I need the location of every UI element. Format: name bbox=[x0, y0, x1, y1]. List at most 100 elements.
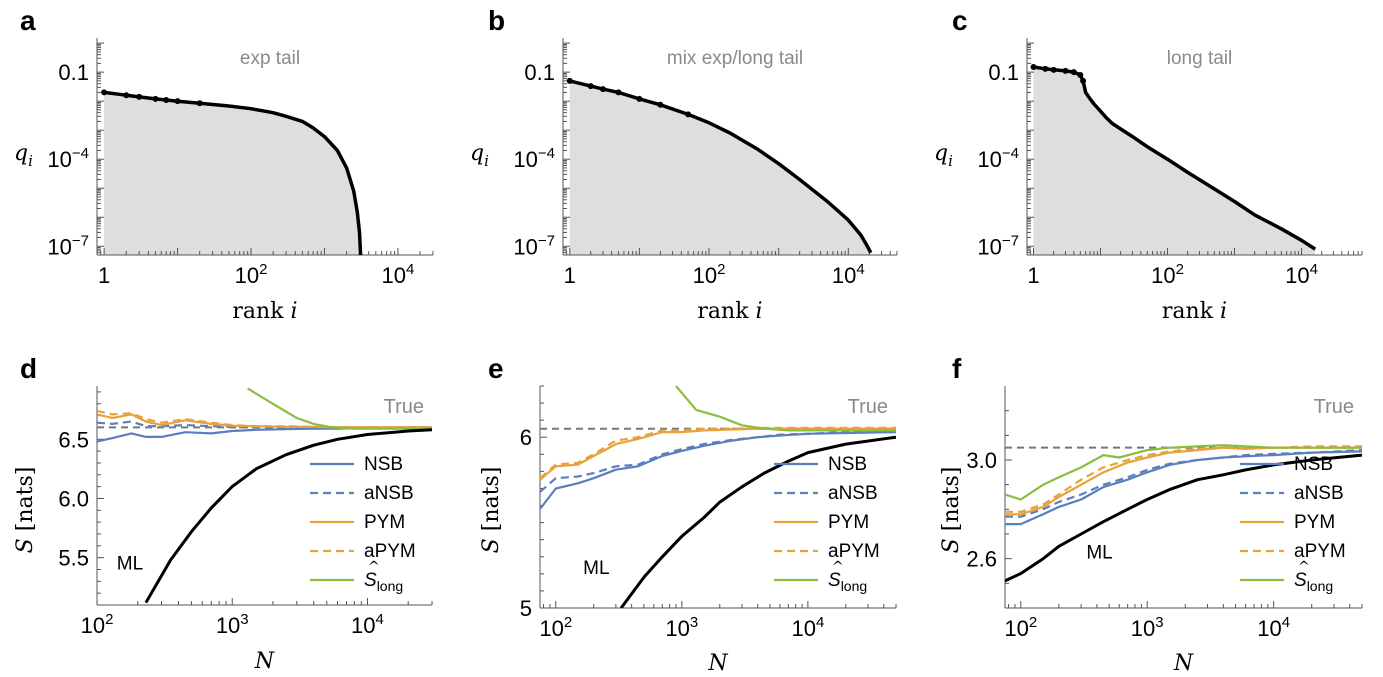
ml-label: ML bbox=[1086, 543, 1112, 564]
data-point bbox=[174, 98, 181, 105]
panel-letter: f bbox=[952, 353, 962, 384]
panel-letter: a bbox=[20, 5, 36, 36]
legend-label: PYM bbox=[1294, 512, 1335, 533]
data-point bbox=[1030, 64, 1037, 71]
y-tick-label: 6.0 bbox=[58, 486, 89, 511]
legend-label: PYM bbox=[828, 512, 869, 533]
data-point bbox=[1050, 66, 1057, 73]
y-tick-label: 6 bbox=[520, 425, 532, 450]
series-line-ml bbox=[144, 428, 432, 604]
panel-title: mix exp/long tail bbox=[667, 48, 803, 69]
y-tick-label: 5.5 bbox=[58, 546, 89, 571]
data-point bbox=[615, 89, 622, 96]
y-axis-label: qi bbox=[470, 141, 489, 170]
series-line-pym bbox=[540, 427, 896, 481]
x-tick-label: 1 bbox=[98, 263, 110, 288]
panel-title: exp tail bbox=[240, 48, 300, 69]
x-axis-label: rank i bbox=[697, 299, 762, 324]
x-axis-label: rank i bbox=[232, 299, 297, 324]
panel-a: a 1 102 104 0.1 10−4 10−7 rank i qi exp tail bbox=[14, 5, 434, 324]
x-tick-label: 102 bbox=[693, 261, 726, 288]
legend-label: Slong bbox=[1294, 570, 1333, 594]
distribution-area bbox=[104, 92, 361, 256]
panel-e: e 102 103 104 5 6 N S [nats] True ML NSB aNSB PYM aPY… bbox=[479, 353, 897, 676]
panel-b: b 1 102 104 0.1 10−4 10−7 rank i qi mix exp/long … bbox=[470, 5, 898, 324]
y-tick-label: 10−7 bbox=[47, 232, 89, 259]
panel-d: d 102 103 104 5.5 6.0 6.5 N S [nats] True ML NSB aNS… bbox=[13, 353, 433, 674]
x-tick-label: 104 bbox=[832, 261, 865, 288]
panel-letter: c bbox=[952, 5, 968, 36]
x-axis-label: rank i bbox=[1162, 299, 1227, 324]
y-tick-label: 6.5 bbox=[58, 427, 89, 452]
y-tick-label: 10−7 bbox=[977, 232, 1019, 259]
series-line-ml bbox=[619, 435, 896, 608]
hat-glyph: ^ bbox=[368, 559, 380, 575]
y-tick-label: 2.6 bbox=[966, 547, 997, 572]
panel-f: f 102 103 104 2.6 3.0 N S [nats] True ML NSB aNSB PY… bbox=[939, 353, 1363, 676]
x-tick-label: 102 bbox=[235, 261, 268, 288]
data-point bbox=[123, 92, 130, 99]
legend-label: NSB bbox=[364, 454, 403, 475]
data-point bbox=[636, 95, 643, 102]
data-point bbox=[587, 83, 594, 90]
series-line-nsb bbox=[1005, 450, 1362, 526]
data-point bbox=[566, 77, 573, 84]
y-axis-label: S [nats] bbox=[13, 467, 38, 554]
y-tick-label: 0.1 bbox=[58, 60, 89, 85]
y-axis-label: qi bbox=[934, 141, 953, 170]
x-tick-label: 104 bbox=[1257, 614, 1290, 641]
data-point bbox=[196, 100, 203, 107]
legend-label: aPYM bbox=[364, 541, 416, 562]
panel-letter: e bbox=[488, 353, 504, 384]
legend-label: Slong bbox=[828, 570, 867, 594]
y-tick-label: 5 bbox=[520, 596, 532, 621]
x-tick-label: 1 bbox=[1027, 263, 1039, 288]
distribution-area bbox=[1033, 67, 1316, 255]
data-point bbox=[657, 101, 664, 108]
panel-title: long tail bbox=[1167, 48, 1233, 69]
legend-label: NSB bbox=[1294, 454, 1333, 475]
series-line-apym bbox=[97, 409, 432, 429]
legend-label: PYM bbox=[364, 512, 405, 533]
x-tick-label: 102 bbox=[1004, 614, 1037, 641]
x-axis-label: N bbox=[254, 649, 275, 674]
x-tick-label: 104 bbox=[382, 261, 415, 288]
data-point bbox=[1042, 65, 1049, 72]
y-tick-label: 0.1 bbox=[988, 60, 1019, 85]
x-tick-label: 1 bbox=[564, 263, 576, 288]
y-tick-label: 10−4 bbox=[977, 145, 1019, 172]
data-point bbox=[136, 93, 143, 100]
x-axis-label: N bbox=[707, 651, 728, 676]
ml-label: ML bbox=[583, 558, 609, 579]
data-point bbox=[1080, 77, 1087, 84]
x-tick-label: 104 bbox=[791, 614, 824, 641]
series-line-ml bbox=[1005, 453, 1362, 583]
series-line-s-long bbox=[247, 387, 432, 430]
panel-letter: d bbox=[20, 353, 37, 384]
y-axis-label: S [nats] bbox=[479, 467, 504, 554]
hat-glyph: ^ bbox=[1298, 559, 1310, 575]
panel-c: c 1 102 104 0.1 10−4 10−7 rank i qi long tail bbox=[934, 5, 1363, 324]
true-label: True bbox=[1314, 396, 1354, 418]
y-tick-label: 0.1 bbox=[524, 60, 555, 85]
distribution-area bbox=[569, 80, 871, 256]
series-line-s-long bbox=[1005, 444, 1362, 501]
x-tick-label: 103 bbox=[665, 614, 698, 641]
y-axis-label: S [nats] bbox=[939, 467, 964, 554]
y-tick-label: 10−7 bbox=[513, 232, 555, 259]
distribution-curve bbox=[569, 79, 873, 254]
x-tick-label: 103 bbox=[216, 611, 249, 638]
data-point bbox=[163, 96, 170, 103]
data-point bbox=[1070, 69, 1077, 76]
series-line-nsb bbox=[540, 431, 896, 510]
legend-label: NSB bbox=[828, 454, 867, 475]
legend-label: Slong bbox=[364, 570, 403, 594]
hat-glyph: ^ bbox=[832, 559, 844, 575]
panel-letter: b bbox=[488, 5, 505, 36]
data-point bbox=[101, 89, 108, 96]
x-tick-label: 104 bbox=[1285, 261, 1318, 288]
data-point bbox=[1077, 71, 1084, 78]
legend: NSB aNSB PYM aPYM Slong^ bbox=[310, 454, 416, 594]
x-tick-label: 104 bbox=[351, 611, 384, 638]
